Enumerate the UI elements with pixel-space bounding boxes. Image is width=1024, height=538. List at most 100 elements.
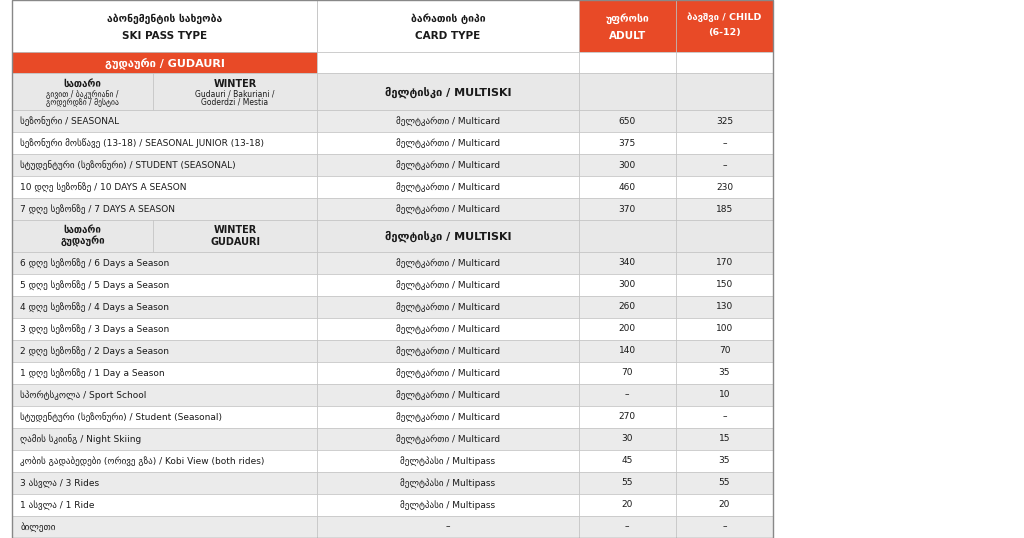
Bar xyxy=(579,110,676,132)
Bar xyxy=(676,362,773,384)
Bar xyxy=(676,494,773,516)
Text: –: – xyxy=(722,412,727,421)
Bar xyxy=(12,176,317,198)
Bar xyxy=(317,428,579,450)
Text: CARD TYPE: CARD TYPE xyxy=(416,31,480,41)
Bar xyxy=(317,0,579,52)
Bar xyxy=(579,406,676,428)
Text: 375: 375 xyxy=(618,139,636,147)
Text: 15: 15 xyxy=(719,434,730,443)
Text: 20: 20 xyxy=(622,500,633,509)
Bar xyxy=(579,274,676,296)
Text: მელტკართი / Multicard: მელტკართი / Multicard xyxy=(396,138,500,148)
Bar xyxy=(317,274,579,296)
Bar xyxy=(676,154,773,176)
Bar xyxy=(12,220,153,252)
Text: 370: 370 xyxy=(618,205,636,214)
Bar xyxy=(676,516,773,538)
Bar xyxy=(676,73,773,110)
Bar xyxy=(676,176,773,198)
Bar xyxy=(676,340,773,362)
Bar xyxy=(317,73,579,110)
Text: 35: 35 xyxy=(719,456,730,465)
Bar xyxy=(676,472,773,494)
Text: მელტკართი / Multicard: მელტკართი / Multicard xyxy=(396,204,500,214)
Text: მელტკართი / Multicard: მელტკართი / Multicard xyxy=(396,116,500,126)
Text: –: – xyxy=(722,161,727,169)
Text: ბავშვი / CHILD: ბავშვი / CHILD xyxy=(687,12,762,22)
Text: 70: 70 xyxy=(622,369,633,377)
Bar xyxy=(12,516,317,538)
Bar xyxy=(676,252,773,274)
Bar xyxy=(317,340,579,362)
Text: მელტკართი / Multicard: მელტკართი / Multicard xyxy=(396,324,500,334)
Text: აბონემენტის სახეობა: აბონემენტის სახეობა xyxy=(108,13,222,24)
Text: სეზონური მოსწავე (13-18) / SEASONAL JUNIOR (13-18): სეზონური მოსწავე (13-18) / SEASONAL JUNI… xyxy=(20,138,264,148)
Text: მელტისკი / MULTISKI: მელტისკი / MULTISKI xyxy=(385,86,511,97)
Text: 30: 30 xyxy=(622,434,633,443)
Text: 7 დღე სეზონზე / 7 DAYS A SEASON: 7 დღე სეზონზე / 7 DAYS A SEASON xyxy=(20,204,175,214)
Bar xyxy=(579,132,676,154)
Text: (6-12): (6-12) xyxy=(709,28,740,37)
Bar xyxy=(676,318,773,340)
Bar xyxy=(579,296,676,318)
Bar xyxy=(579,384,676,406)
Bar xyxy=(579,318,676,340)
Bar xyxy=(317,220,579,252)
Bar xyxy=(579,52,676,73)
Bar xyxy=(12,296,317,318)
Text: მელტპასი / Multipass: მელტპასი / Multipass xyxy=(400,478,496,488)
Bar xyxy=(676,110,773,132)
Bar xyxy=(317,494,579,516)
Bar xyxy=(676,296,773,318)
Bar xyxy=(579,472,676,494)
Bar xyxy=(676,52,773,73)
Bar xyxy=(676,406,773,428)
Bar xyxy=(12,198,317,220)
Text: 185: 185 xyxy=(716,205,733,214)
Text: –: – xyxy=(625,391,630,399)
Bar xyxy=(12,0,773,538)
Bar xyxy=(579,516,676,538)
Bar xyxy=(317,52,579,73)
Text: Goderdzi / Mestia: Goderdzi / Mestia xyxy=(202,97,268,107)
Text: 20: 20 xyxy=(719,500,730,509)
Bar xyxy=(579,154,676,176)
Text: 150: 150 xyxy=(716,280,733,289)
Text: მელტპასი / Multipass: მელტპასი / Multipass xyxy=(400,456,496,466)
Bar xyxy=(579,198,676,220)
Text: კობის გადაბედები (ორივე გზა) / Kobi View (both rides): კობის გადაბედები (ორივე გზა) / Kobi View… xyxy=(20,456,265,466)
Text: მელტპასი / Multipass: მელტპასი / Multipass xyxy=(400,500,496,510)
Text: 260: 260 xyxy=(618,302,636,312)
Text: –: – xyxy=(722,139,727,147)
Bar xyxy=(676,384,773,406)
Text: WINTER: WINTER xyxy=(213,225,257,235)
Bar xyxy=(317,132,579,154)
Text: –: – xyxy=(625,522,630,532)
Bar xyxy=(579,494,676,516)
Text: მელტკართი / Multicard: მელტკართი / Multicard xyxy=(396,434,500,444)
Text: მელტკართი / Multicard: მელტკართი / Multicard xyxy=(396,182,500,192)
Bar xyxy=(12,0,317,52)
Bar xyxy=(579,450,676,472)
Bar xyxy=(12,318,317,340)
Bar xyxy=(12,450,317,472)
Text: 3 ასვლა / 3 Rides: 3 ასვლა / 3 Rides xyxy=(20,478,99,488)
Text: 300: 300 xyxy=(618,280,636,289)
Bar xyxy=(317,296,579,318)
Text: 55: 55 xyxy=(622,478,633,487)
Bar xyxy=(676,220,773,252)
Text: ADULT: ADULT xyxy=(608,31,646,41)
Bar xyxy=(317,362,579,384)
Bar xyxy=(12,52,317,73)
Bar xyxy=(12,110,317,132)
Bar xyxy=(317,176,579,198)
Text: მელტკართი / Multicard: მელტკართი / Multicard xyxy=(396,346,500,356)
Text: 460: 460 xyxy=(618,183,636,192)
Text: გოდერდზი / მესტია: გოდერდზი / მესტია xyxy=(46,97,119,107)
Text: 100: 100 xyxy=(716,324,733,333)
Bar xyxy=(317,450,579,472)
Text: 130: 130 xyxy=(716,302,733,312)
Text: სტუდენტური (სეზონური) / STUDENT (SEASONAL): სტუდენტური (სეზონური) / STUDENT (SEASONA… xyxy=(20,160,237,170)
Bar xyxy=(676,450,773,472)
